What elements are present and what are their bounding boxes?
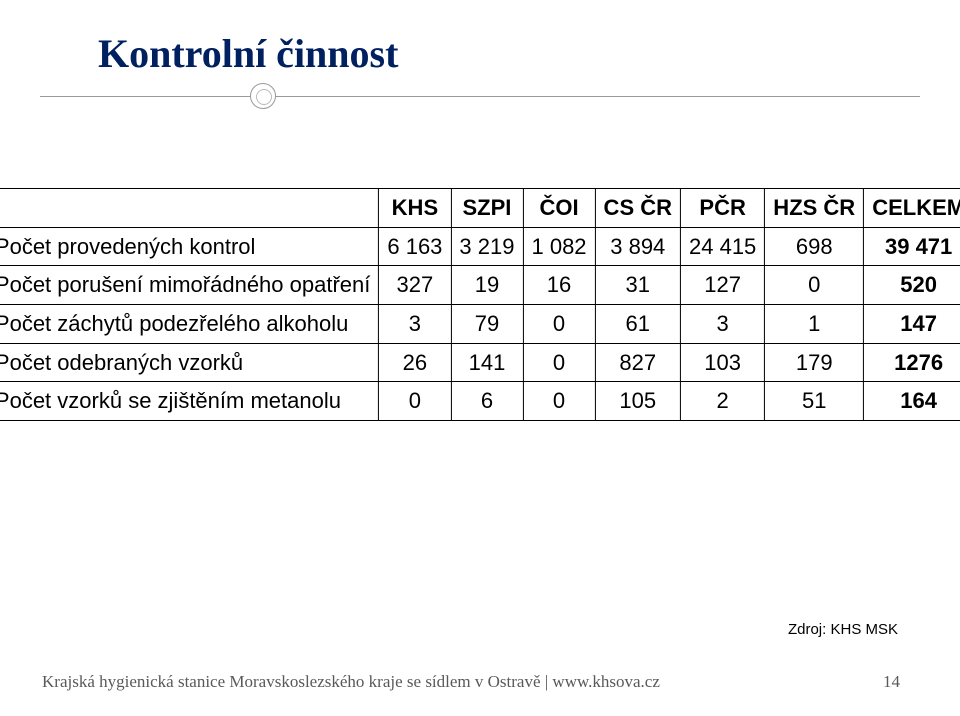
cell: 127 xyxy=(681,266,765,305)
cell: 0 xyxy=(523,382,595,421)
cell: 3 xyxy=(681,305,765,344)
row-label: Počet vzorků se zjištěním metanolu xyxy=(0,382,379,421)
cell-total: 147 xyxy=(864,305,960,344)
row-label: Počet provedených kontrol xyxy=(0,227,379,266)
cell-total: 1276 xyxy=(864,343,960,382)
cell: 24 415 xyxy=(681,227,765,266)
source-label: Zdroj: KHS MSK xyxy=(788,621,898,638)
divider-line xyxy=(40,96,920,97)
cell: 0 xyxy=(523,305,595,344)
cell: 0 xyxy=(523,343,595,382)
cell: 3 xyxy=(379,305,451,344)
cell: 26 xyxy=(379,343,451,382)
page-number: 14 xyxy=(883,672,900,692)
cell: 6 xyxy=(451,382,523,421)
cell: 179 xyxy=(765,343,864,382)
table-row: Počet záchytů podezřelého alkoholu 3 79 … xyxy=(0,305,960,344)
header-col: CS ČR xyxy=(595,189,680,228)
cell: 103 xyxy=(681,343,765,382)
footer-text: Krajská hygienická stanice Moravskoslezs… xyxy=(42,672,660,692)
cell: 2 xyxy=(681,382,765,421)
cell-total: 520 xyxy=(864,266,960,305)
cell: 79 xyxy=(451,305,523,344)
cell: 19 xyxy=(451,266,523,305)
cell: 16 xyxy=(523,266,595,305)
cell: 0 xyxy=(765,266,864,305)
cell: 698 xyxy=(765,227,864,266)
cell: 1 082 xyxy=(523,227,595,266)
cell: 3 219 xyxy=(451,227,523,266)
cell-total: 39 471 xyxy=(864,227,960,266)
cell: 105 xyxy=(595,382,680,421)
table-row: Počet provedených kontrol 6 163 3 219 1 … xyxy=(0,227,960,266)
cell: 1 xyxy=(765,305,864,344)
table-header-row: KHS SZPI ČOI CS ČR PČR HZS ČR CELKEM xyxy=(0,189,960,228)
header-col: KHS xyxy=(379,189,451,228)
data-table: KHS SZPI ČOI CS ČR PČR HZS ČR CELKEM Poč… xyxy=(0,188,960,421)
slide: Kontrolní činnost KHS SZPI ČOI CS ČR PČR… xyxy=(0,0,960,716)
cell: 141 xyxy=(451,343,523,382)
cell: 61 xyxy=(595,305,680,344)
cell: 327 xyxy=(379,266,451,305)
cell: 827 xyxy=(595,343,680,382)
cell: 3 894 xyxy=(595,227,680,266)
row-label: Počet odebraných vzorků xyxy=(0,343,379,382)
row-label: Počet záchytů podezřelého alkoholu xyxy=(0,305,379,344)
header-col: SZPI xyxy=(451,189,523,228)
title-divider xyxy=(40,96,920,97)
header-col: PČR xyxy=(681,189,765,228)
table-row: Počet odebraných vzorků 26 141 0 827 103… xyxy=(0,343,960,382)
cell: 6 163 xyxy=(379,227,451,266)
data-table-wrap: KHS SZPI ČOI CS ČR PČR HZS ČR CELKEM Poč… xyxy=(0,188,960,421)
table-row: Počet vzorků se zjištěním metanolu 0 6 0… xyxy=(0,382,960,421)
cell: 0 xyxy=(379,382,451,421)
header-col-total: CELKEM xyxy=(864,189,960,228)
cell: 31 xyxy=(595,266,680,305)
table-row: Počet porušení mimořádného opatření 327 … xyxy=(0,266,960,305)
cell: 51 xyxy=(765,382,864,421)
header-col: ČOI xyxy=(523,189,595,228)
header-col: HZS ČR xyxy=(765,189,864,228)
cell-total: 164 xyxy=(864,382,960,421)
divider-ring-icon xyxy=(250,83,276,109)
page-title: Kontrolní činnost xyxy=(98,30,398,77)
row-label: Počet porušení mimořádného opatření xyxy=(0,266,379,305)
header-blank xyxy=(0,189,379,228)
